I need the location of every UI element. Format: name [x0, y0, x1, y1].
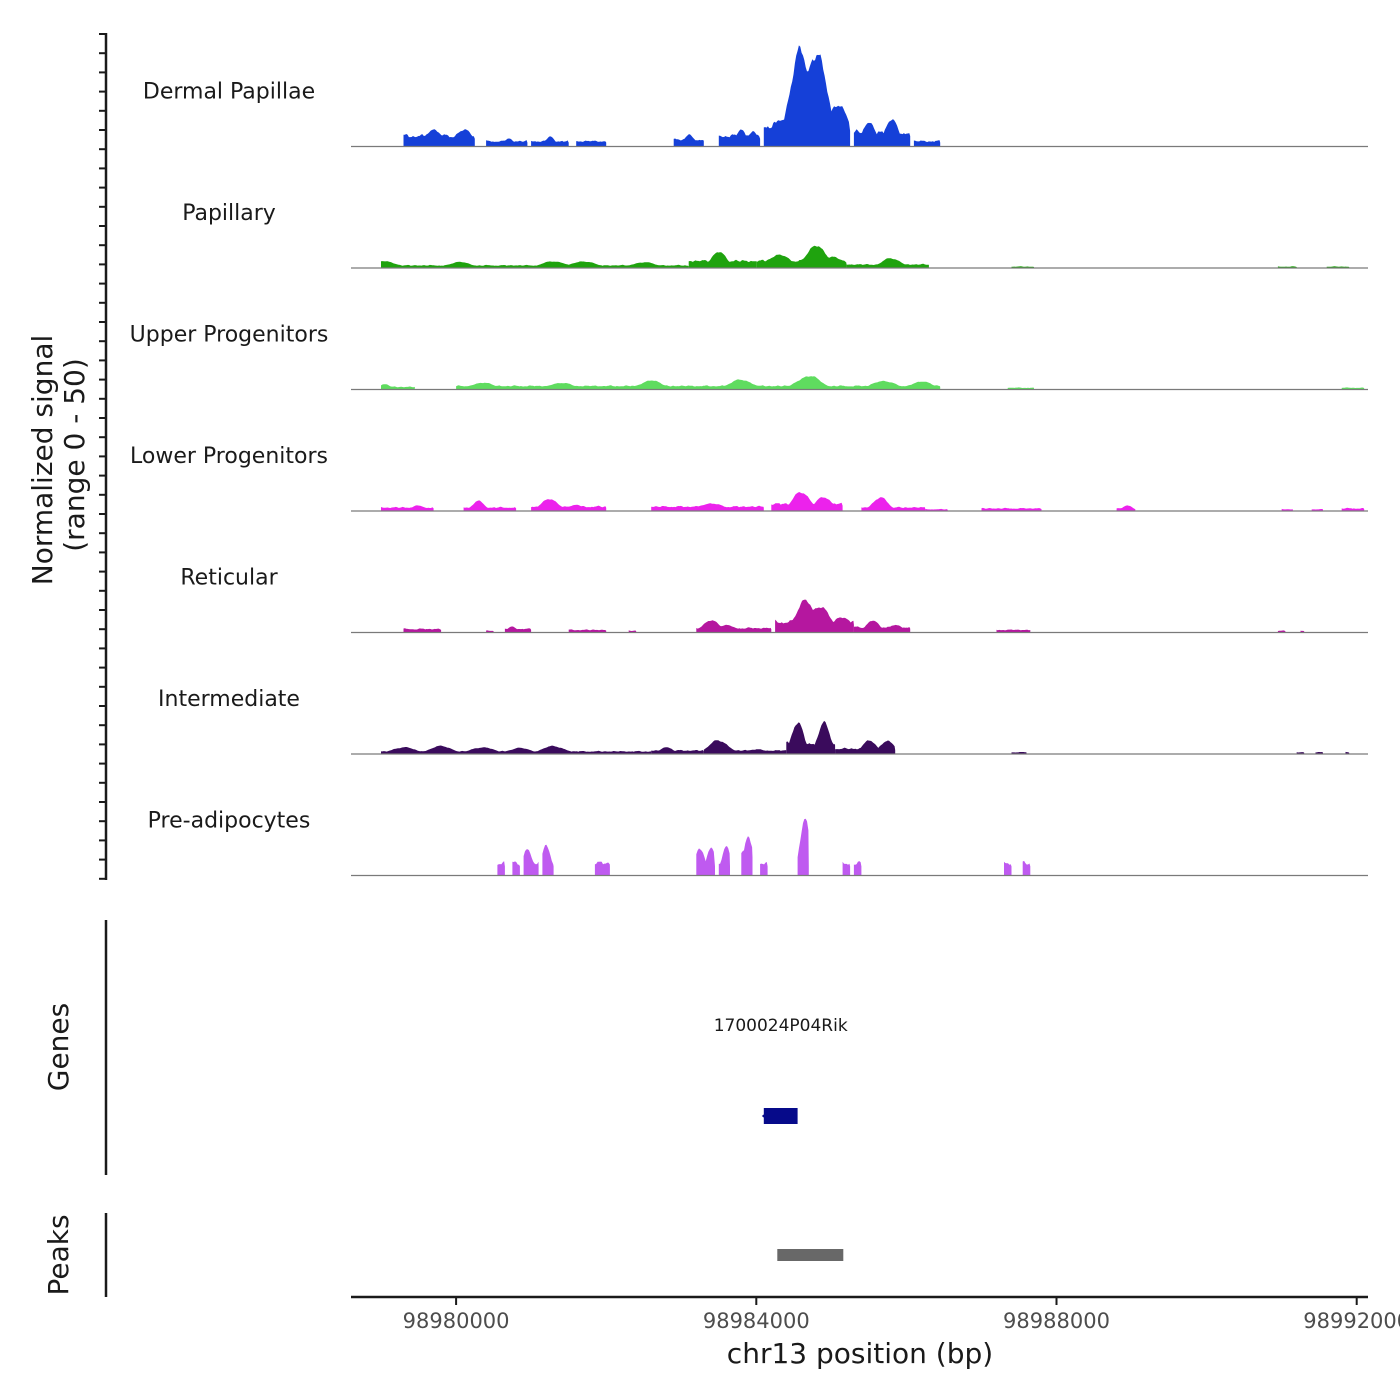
track-reticular: Reticular: [180, 566, 1368, 634]
signal-area: [512, 861, 520, 876]
track-pre-adipocytes: Pre-adipocytes: [148, 809, 1368, 877]
signal-area: [1022, 860, 1031, 876]
signal-area: [703, 740, 787, 754]
signal-area: [853, 620, 911, 633]
track-intermediate: Intermediate: [158, 687, 1368, 755]
signal-area: [504, 626, 532, 633]
x-tick-label: 98992000: [1303, 1309, 1400, 1333]
signal-area: [381, 261, 689, 268]
signal-area: [771, 492, 843, 511]
signal-area: [381, 745, 652, 754]
coverage-tracks: Dermal Papillae Papillary Upper Progenitor…: [130, 45, 1368, 877]
signal-area: [651, 747, 704, 754]
signal-area: [486, 138, 528, 147]
signal-area: [381, 505, 434, 511]
signal-area: [756, 245, 847, 268]
signal-area: [403, 628, 442, 633]
peak-region: [777, 1249, 844, 1261]
signal-area: [1004, 861, 1012, 876]
track-label: Dermal Papillae: [143, 80, 315, 105]
signal-area: [568, 629, 607, 633]
genes-panel: 1700024P04Rik: [714, 1016, 848, 1124]
genes-axis-title: Genes: [42, 1003, 75, 1091]
coverage-y-axis-ticks: [99, 33, 106, 880]
x-tick-label: 98980000: [403, 1309, 510, 1333]
signal-area: [718, 129, 761, 147]
signal-area: [651, 503, 764, 511]
signal-area: [760, 862, 768, 876]
track-label: Upper Progenitors: [130, 323, 329, 348]
signal-area: [456, 376, 941, 390]
y-axis-title-line1: Normalized signal: [26, 335, 59, 586]
track-label: Intermediate: [158, 687, 300, 712]
x-tick-label: 98984000: [703, 1309, 810, 1333]
signal-area: [381, 384, 415, 390]
signal-area: [1341, 507, 1365, 511]
signal-area: [846, 258, 929, 268]
x-tick-label: 98988000: [1003, 1309, 1110, 1333]
signal-area: [741, 836, 753, 876]
signal-area: [861, 497, 926, 511]
signal-area: [786, 720, 836, 754]
signal-area: [775, 599, 854, 633]
signal-area: [696, 847, 715, 876]
y-axis-title-line2: (range 0 - 50): [58, 358, 91, 552]
x-axis-ticks: 98980000 98984000 98988000 98992000: [403, 1297, 1400, 1333]
track-label: Lower Progenitors: [130, 444, 328, 469]
track-dermal-papillae: Dermal Papillae: [143, 45, 1368, 148]
signal-area: [913, 140, 941, 147]
signal-area: [797, 818, 809, 876]
signal-area: [981, 507, 1042, 511]
signal-area: [696, 620, 772, 633]
x-axis-title: chr13 position (bp): [727, 1337, 993, 1370]
peaks-axis-title: Peaks: [42, 1214, 75, 1295]
signal-area: [718, 846, 730, 876]
gene-body: [763, 1108, 798, 1124]
signal-area: [996, 629, 1031, 633]
track-papillary: Papillary: [182, 201, 1368, 269]
signal-area: [497, 861, 505, 876]
track-label: Pre-adipocytes: [148, 809, 311, 834]
signal-area: [463, 500, 517, 511]
signal-area: [688, 252, 757, 268]
signal-area: [673, 134, 704, 147]
signal-area: [523, 849, 539, 876]
track-lower-progenitors: Lower Progenitors: [130, 444, 1368, 512]
track-label: Papillary: [182, 201, 276, 226]
peaks-panel: [777, 1249, 844, 1261]
signal-area: [531, 136, 569, 147]
track-upper-progenitors: Upper Progenitors: [130, 323, 1368, 391]
signal-area: [531, 499, 607, 511]
signal-area: [594, 861, 610, 876]
signal-area: [403, 129, 475, 147]
signal-area: [542, 844, 554, 876]
signal-area: [853, 861, 862, 876]
signal-area: [576, 140, 607, 147]
signal-area: [763, 45, 851, 147]
signal-area: [853, 119, 911, 147]
gene-label: 1700024P04Rik: [714, 1016, 848, 1036]
signal-area: [842, 861, 851, 876]
signal-area: [1116, 505, 1136, 511]
gene-strand-arrow: [761, 1112, 767, 1120]
track-label: Reticular: [180, 566, 278, 591]
signal-area: [835, 740, 896, 754]
